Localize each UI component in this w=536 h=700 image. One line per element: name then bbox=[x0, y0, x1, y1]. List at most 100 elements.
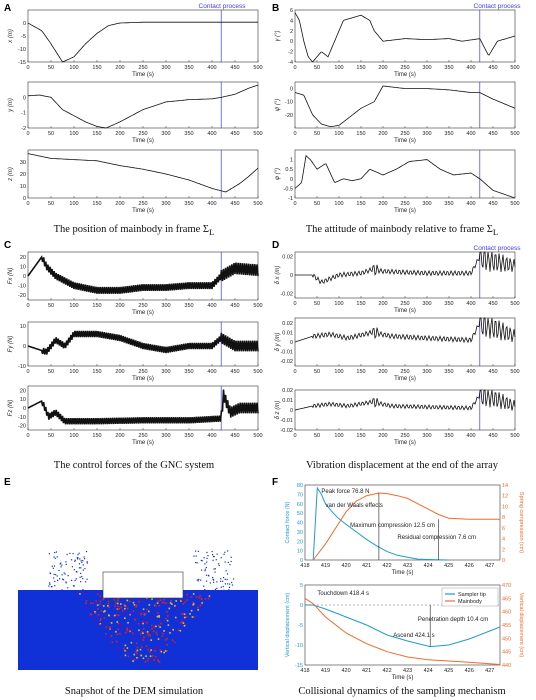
x-tick-label: 400 bbox=[207, 201, 216, 207]
dem-particle bbox=[117, 614, 119, 617]
x-tick-label: 400 bbox=[466, 369, 475, 375]
x-tick-label: 423 bbox=[403, 668, 412, 674]
dem-ejecta bbox=[197, 580, 199, 582]
dem-particle bbox=[142, 639, 145, 641]
y-axis-label: x (m) bbox=[8, 29, 14, 44]
dem-ejecta bbox=[60, 566, 62, 568]
dem-ejecta bbox=[80, 560, 82, 562]
dem-particle bbox=[135, 606, 137, 608]
dem-ejecta bbox=[81, 561, 83, 563]
y-axis-label: Fy (N) bbox=[8, 336, 14, 353]
x-tick-label: 200 bbox=[378, 131, 387, 137]
dem-particle bbox=[123, 611, 126, 614]
series-line-B2 bbox=[294, 85, 516, 127]
x-tick-label: 500 bbox=[253, 433, 262, 439]
y-tick-label: -15 bbox=[18, 60, 26, 66]
dem-particle bbox=[142, 622, 144, 625]
dem-particle bbox=[124, 644, 127, 647]
dem-particle bbox=[142, 621, 144, 623]
dem-particle bbox=[152, 647, 155, 650]
series-line-B1 bbox=[294, 12, 516, 62]
x-tick-label: 426 bbox=[465, 668, 474, 674]
dem-particle bbox=[148, 633, 150, 636]
x-tick-label: 300 bbox=[422, 131, 431, 137]
dem-particle bbox=[153, 626, 155, 628]
dem-particle bbox=[142, 657, 145, 660]
dem-particle bbox=[179, 597, 182, 600]
dem-ejecta bbox=[81, 575, 83, 578]
series-line-D1 bbox=[295, 251, 516, 285]
dem-particle bbox=[171, 639, 174, 642]
x-tick-label: 350 bbox=[444, 433, 453, 439]
dem-particle bbox=[132, 601, 135, 604]
dem-particle bbox=[126, 599, 129, 602]
x-tick-label: 250 bbox=[400, 301, 409, 307]
dem-ejecta bbox=[56, 556, 58, 558]
x-tick-label: 250 bbox=[400, 433, 409, 439]
y-tick-label: 30 bbox=[20, 160, 26, 166]
plot-frame-A1 bbox=[27, 9, 259, 63]
dem-particle bbox=[135, 636, 138, 639]
x-tick-label: 450 bbox=[488, 369, 497, 375]
dem-ejecta bbox=[65, 561, 67, 563]
x-tick-label: 300 bbox=[161, 303, 170, 309]
y2-tick-label: 12 bbox=[502, 494, 508, 500]
dem-particle bbox=[165, 617, 167, 620]
y-tick-label: -0.01 bbox=[280, 350, 293, 356]
dem-ejecta bbox=[80, 567, 82, 569]
dem-ejecta bbox=[76, 558, 79, 560]
dem-particle bbox=[150, 639, 153, 641]
x-tick-label: 200 bbox=[115, 369, 124, 375]
dem-particle bbox=[168, 628, 171, 631]
dem-ejecta bbox=[65, 582, 67, 584]
dem-ejecta bbox=[72, 552, 74, 555]
dem-ejecta bbox=[223, 553, 225, 555]
dem-ejecta bbox=[216, 587, 218, 589]
y-tick-label: -10 bbox=[285, 100, 293, 106]
dem-particle bbox=[128, 612, 131, 615]
dem-particle bbox=[150, 649, 152, 651]
dem-ejecta bbox=[53, 565, 56, 567]
x-axis-label: Time (s) bbox=[132, 208, 154, 214]
dem-particle bbox=[147, 610, 150, 613]
x-tick-label: 350 bbox=[444, 65, 453, 71]
legend-label: Sampler tip bbox=[458, 592, 486, 598]
dem-particle bbox=[200, 597, 202, 600]
dem-ejecta bbox=[65, 563, 67, 565]
dem-particle bbox=[142, 608, 145, 611]
x-tick-label: 200 bbox=[378, 301, 387, 307]
y2-tick-label: 470 bbox=[502, 583, 511, 589]
dem-ejecta bbox=[74, 579, 76, 582]
dem-ejecta bbox=[223, 589, 225, 591]
dem-particle bbox=[150, 624, 153, 627]
dem-ejecta bbox=[83, 556, 85, 558]
dem-ejecta bbox=[60, 562, 62, 564]
panel-letter-a: A bbox=[4, 3, 12, 14]
x-tick-label: 50 bbox=[48, 131, 54, 137]
dem-ejecta bbox=[227, 583, 229, 585]
dem-ejecta bbox=[79, 558, 81, 560]
dem-particle bbox=[161, 601, 164, 604]
y-tick-label: 0 bbox=[300, 603, 303, 609]
panel-letter-b: B bbox=[272, 3, 280, 14]
dem-particle bbox=[166, 644, 168, 646]
dem-particle bbox=[153, 618, 155, 620]
dem-particle bbox=[116, 641, 119, 643]
dem-particle bbox=[164, 650, 167, 652]
dem-particle bbox=[111, 641, 114, 644]
dem-ejecta bbox=[55, 551, 58, 553]
dem-particle bbox=[182, 622, 185, 624]
x-tick-label: 50 bbox=[314, 433, 320, 439]
dem-ejecta bbox=[84, 567, 86, 570]
y-tick-label: 0.01 bbox=[282, 398, 293, 404]
dem-particle bbox=[169, 602, 172, 604]
dem-ejecta bbox=[226, 578, 228, 581]
y2-tick-label: 450 bbox=[502, 636, 511, 642]
dem-ejecta bbox=[62, 578, 64, 580]
series-line-D3 bbox=[294, 389, 516, 411]
annotation-touchdown: Touchdown 418.4 s bbox=[317, 591, 369, 597]
dem-particle bbox=[135, 650, 138, 653]
y-tick-label: -20 bbox=[285, 113, 293, 119]
dem-particle bbox=[118, 608, 121, 610]
plot-frame-F2 bbox=[304, 584, 501, 666]
